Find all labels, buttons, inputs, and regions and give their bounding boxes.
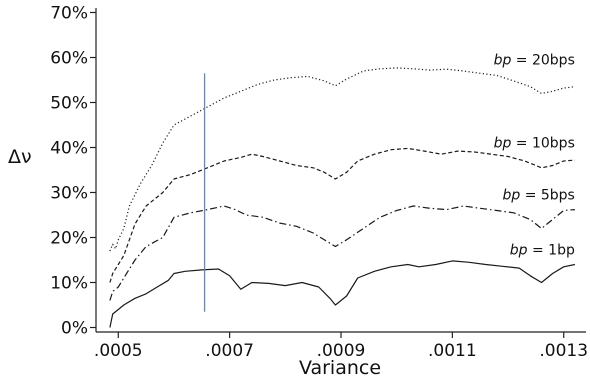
y-tick-label: 50% (50, 94, 88, 114)
x-axis-label: Variance (299, 357, 381, 379)
y-axis-ticks: 0% 10% 20% 30% 40% 50% 60% 70% (50, 4, 96, 339)
y-tick-label: 20% (50, 229, 88, 249)
y-tick-label: 40% (50, 139, 88, 159)
series-label-value: = 10bps (511, 136, 575, 152)
series-label-var: bp (494, 136, 512, 152)
y-tick-label: 10% (50, 274, 88, 294)
y-tick-label: 0% (61, 319, 88, 339)
series-label-var: bp (510, 243, 528, 259)
x-tick-label: .0007 (205, 341, 254, 361)
x-axis-ticks: .0005 .0007 .0009 .0011 .0013 (94, 332, 588, 361)
series-line-2 (109, 205, 575, 301)
x-tick-label: .0005 (94, 341, 143, 361)
series-lines (109, 67, 576, 328)
series-label-value: = 5bps (520, 187, 575, 203)
series-label-0: bp = 20bps (494, 52, 575, 68)
series-label-3: bp = 1bp (510, 243, 575, 259)
x-tick-label: .0011 (428, 341, 477, 361)
x-tick-label: .0013 (539, 341, 588, 361)
series-label-value: = 1bp (528, 243, 575, 259)
series-label-var: bp (494, 52, 512, 68)
series-line-3 (109, 260, 576, 328)
y-tick-label: 70% (50, 4, 88, 24)
y-tick-label: 60% (50, 49, 88, 69)
series-line-1 (109, 147, 575, 283)
y-tick-label: 30% (50, 184, 88, 204)
series-label-var: bp (502, 187, 520, 203)
series-label-value: = 20bps (511, 52, 575, 68)
series-label-2: bp = 5bps (502, 187, 574, 203)
y-axis-label: Δν (8, 146, 32, 168)
x-tick-label: .0009 (317, 341, 366, 361)
series-line-0 (109, 67, 575, 252)
series-label-1: bp = 10bps (494, 136, 575, 152)
